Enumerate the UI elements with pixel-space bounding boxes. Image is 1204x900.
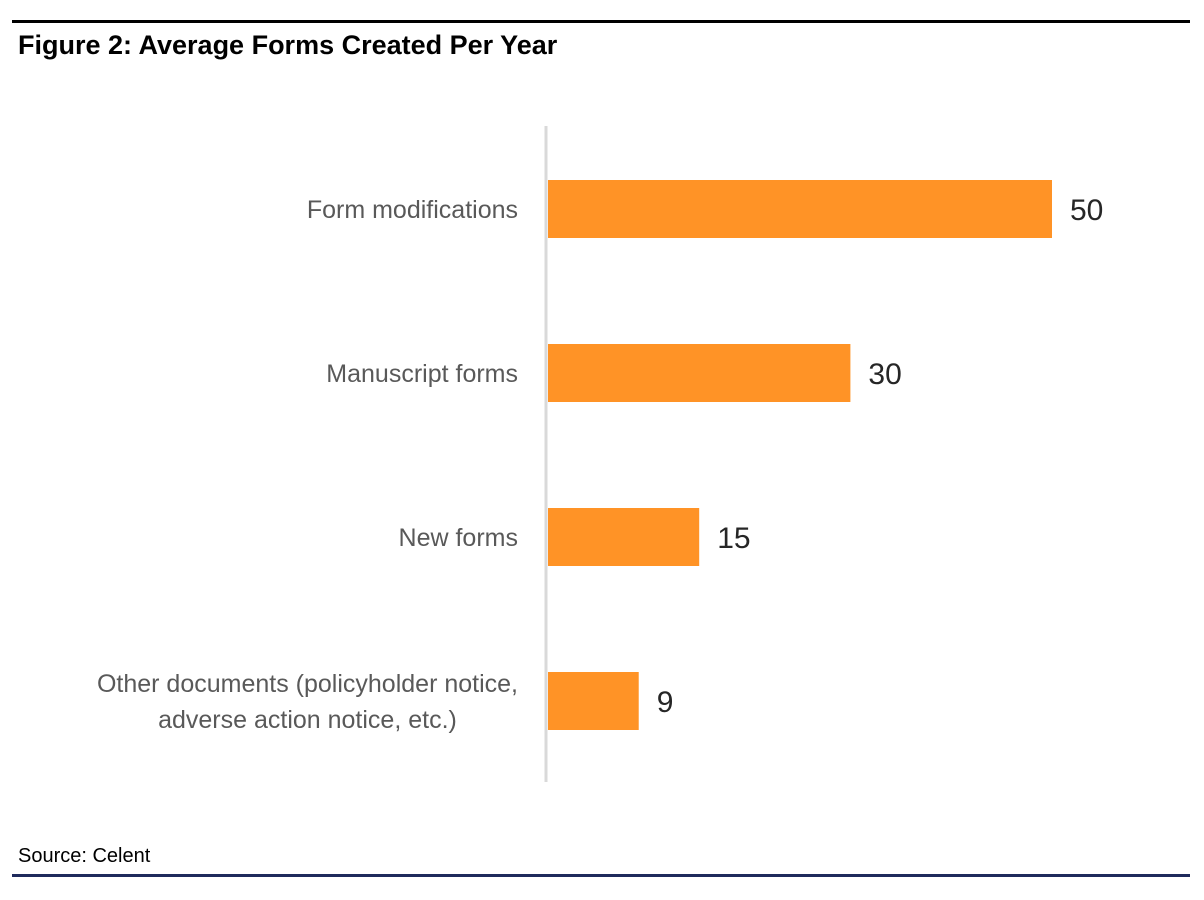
bar-1 — [548, 344, 851, 402]
bar-0 — [548, 180, 1052, 238]
data-label-3: 9 — [657, 686, 674, 719]
category-label-2: New forms — [399, 524, 518, 552]
bar-2 — [548, 508, 700, 566]
top-rule — [12, 20, 1190, 23]
category-label-1: Manuscript forms — [326, 360, 518, 388]
source-note: Source: Celent — [18, 845, 151, 867]
category-label-0: Form modifications — [307, 196, 518, 224]
bar-3 — [548, 672, 639, 730]
data-label-1: 30 — [868, 358, 901, 391]
category-label-3: Other documents (policyholder notice, adv… — [97, 670, 518, 734]
data-label-0: 50 — [1070, 194, 1103, 227]
figure-title: Figure 2: Average Forms Created Per Year — [18, 30, 558, 60]
bottom-rule — [12, 874, 1190, 877]
data-label-2: 15 — [717, 522, 750, 555]
